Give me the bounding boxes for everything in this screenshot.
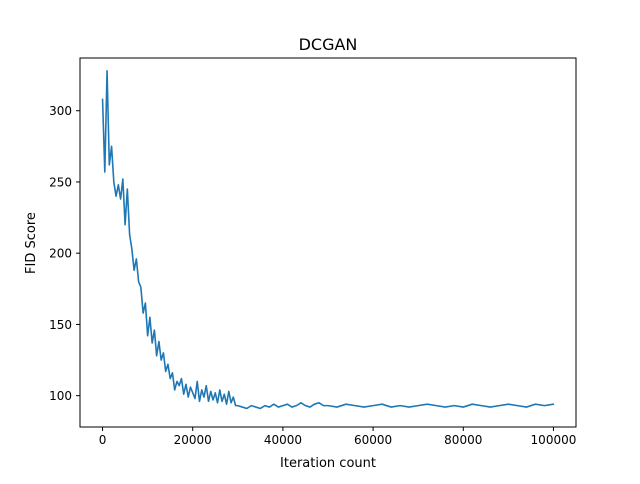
series-layer (101, 70, 555, 410)
series-line-0 (101, 70, 555, 410)
y-axis-label: FID Score (24, 212, 39, 274)
x-tick-label: 80000 (444, 433, 482, 447)
y-tick-label: 250 (49, 175, 72, 189)
plot-area-frame (79, 57, 577, 428)
chart-title: DCGAN (299, 35, 358, 54)
x-axis-label: Iteration count (280, 456, 376, 471)
y-tick-label: 150 (49, 318, 72, 332)
ticks-layer: 0 20000 40000 60000 80000 100000 100 150 200 250 3… (49, 104, 576, 447)
x-tick-label: 40000 (264, 433, 302, 447)
x-tick-label: 0 (99, 433, 107, 447)
y-tick-label: 300 (49, 104, 72, 118)
x-tick-label: 60000 (354, 433, 392, 447)
y-tick-label: 100 (49, 389, 72, 403)
y-tick-label: 200 (49, 247, 72, 261)
x-tick-label: 20000 (174, 433, 212, 447)
x-tick-label: 100000 (531, 433, 577, 447)
